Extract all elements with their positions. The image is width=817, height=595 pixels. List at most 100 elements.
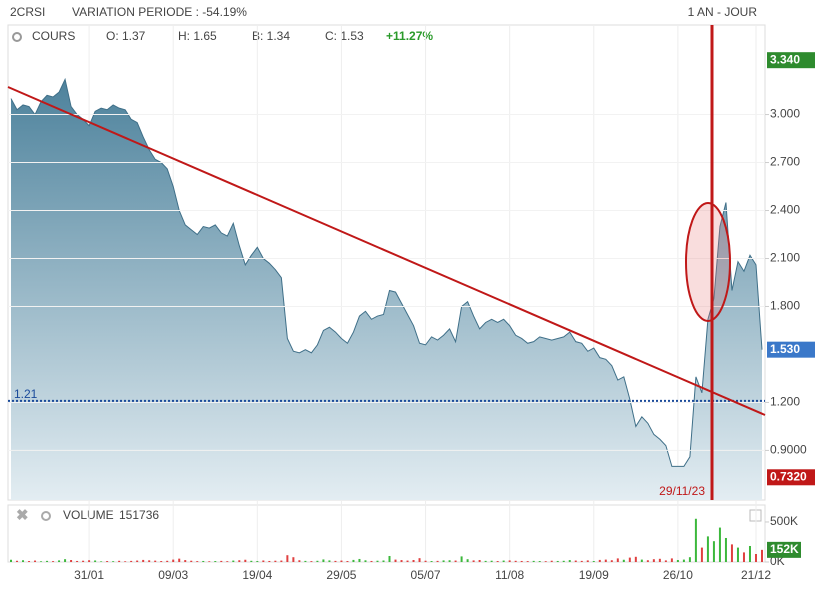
volume-bar [142,559,145,562]
volume-bar [136,560,139,562]
y-tick-label: 1.200 [770,395,800,409]
period: 1 AN - JOUR [688,5,758,19]
volume-bar [346,561,349,562]
y-tick-label: 500K [770,514,798,528]
volume-bar [472,560,475,562]
volume-bar [544,561,547,562]
x-tick-label: 31/01 [74,568,104,582]
volume-bar [514,560,517,562]
volume-bar [316,560,319,562]
volume-bar [178,558,181,562]
volume-badge-label: 152K [770,542,799,556]
volume-bar [16,560,19,562]
volume-bar [586,560,589,562]
stat-low: B: 1.34 [252,29,290,43]
volume-bar [460,556,463,562]
volume-bar [598,559,601,562]
volume-bar [496,561,499,562]
y-tick-label: 2.100 [770,251,800,265]
volume-bar [280,560,283,562]
volume-bar [340,560,343,562]
volume-bar [334,560,337,562]
volume-bar [28,561,31,562]
volume-bar [58,560,61,562]
variation: VARIATION PERIODE : -54.19% [72,5,247,19]
volume-bar [754,553,757,562]
volume-bar [106,561,109,562]
x-tick-label: 05/07 [411,568,441,582]
volume-bar [292,557,295,562]
volume-bar [610,560,613,562]
volume-bar [478,559,481,562]
volume-bar [124,561,127,562]
price-badge [767,469,815,486]
price-badge [767,52,815,69]
volume-badge [767,541,801,558]
volume-bar [712,541,715,562]
close-icon[interactable]: ✖ [16,507,29,524]
marker-date: 29/11/23 [659,484,705,498]
x-tick-label: 26/10 [663,568,693,582]
volume-bar [82,560,85,562]
volume-bar [418,558,421,562]
y-tick-label: 2.400 [770,203,800,217]
volume-bar [352,559,355,562]
volume-bar [208,561,211,562]
volume-bar [508,560,511,562]
volume-bar [328,560,331,562]
volume-bar [268,560,271,562]
volume-bar [160,561,163,562]
volume-bar [520,560,523,562]
volume-bar [730,544,733,562]
volume-bar [532,560,535,562]
volume-bar [634,556,637,562]
volume-bar [214,561,217,562]
volume-bar [202,560,205,562]
volume-bar [424,560,427,562]
volume-bar [652,559,655,562]
volume-bar [226,561,229,562]
volume-bar [154,560,157,562]
stat-high: H: 1.65 [178,29,217,43]
volume-bar [118,560,121,562]
volume-bar [112,561,115,562]
stat-open: O: 1.37 [106,29,146,43]
settings-icon[interactable] [41,511,51,521]
y-tick-label: 0.9000 [770,443,807,457]
y-tick-label: 3.000 [770,107,800,121]
volume-bar [568,560,571,562]
volume-bar [556,560,559,562]
price-badge-label: 0.7320 [770,469,807,483]
volume-bar [172,559,175,562]
volume-bar [22,560,25,562]
volume-bar [388,555,391,562]
volume-bar [640,559,643,562]
price-badge-label: 1.530 [770,342,800,356]
volume-bar [232,560,235,562]
volume-bar [490,560,493,562]
volume-bar [658,558,661,562]
volume-bar [484,560,487,562]
volume-bar [526,561,529,562]
volume-bar [286,555,289,562]
volume-bar [664,560,667,562]
volume-bar [220,560,223,562]
volume-bar [76,560,79,562]
volume-bar [100,561,103,562]
change: +11.27% [386,29,433,43]
settings-icon[interactable] [12,32,22,42]
volume-value: 151736 [119,508,159,522]
volume-bar [376,560,379,562]
volume-bar [358,558,361,562]
volume-bar [718,527,721,562]
volume-bar [370,560,373,562]
volume-bar [238,560,241,562]
volume-bar [406,560,409,562]
volume-bar [742,552,745,562]
volume-bar [34,560,37,562]
volume-bar [550,560,553,562]
volume-bar [94,560,97,562]
volume-bar [40,561,43,562]
highlight-ellipse [685,202,731,322]
volume-bar [400,560,403,562]
